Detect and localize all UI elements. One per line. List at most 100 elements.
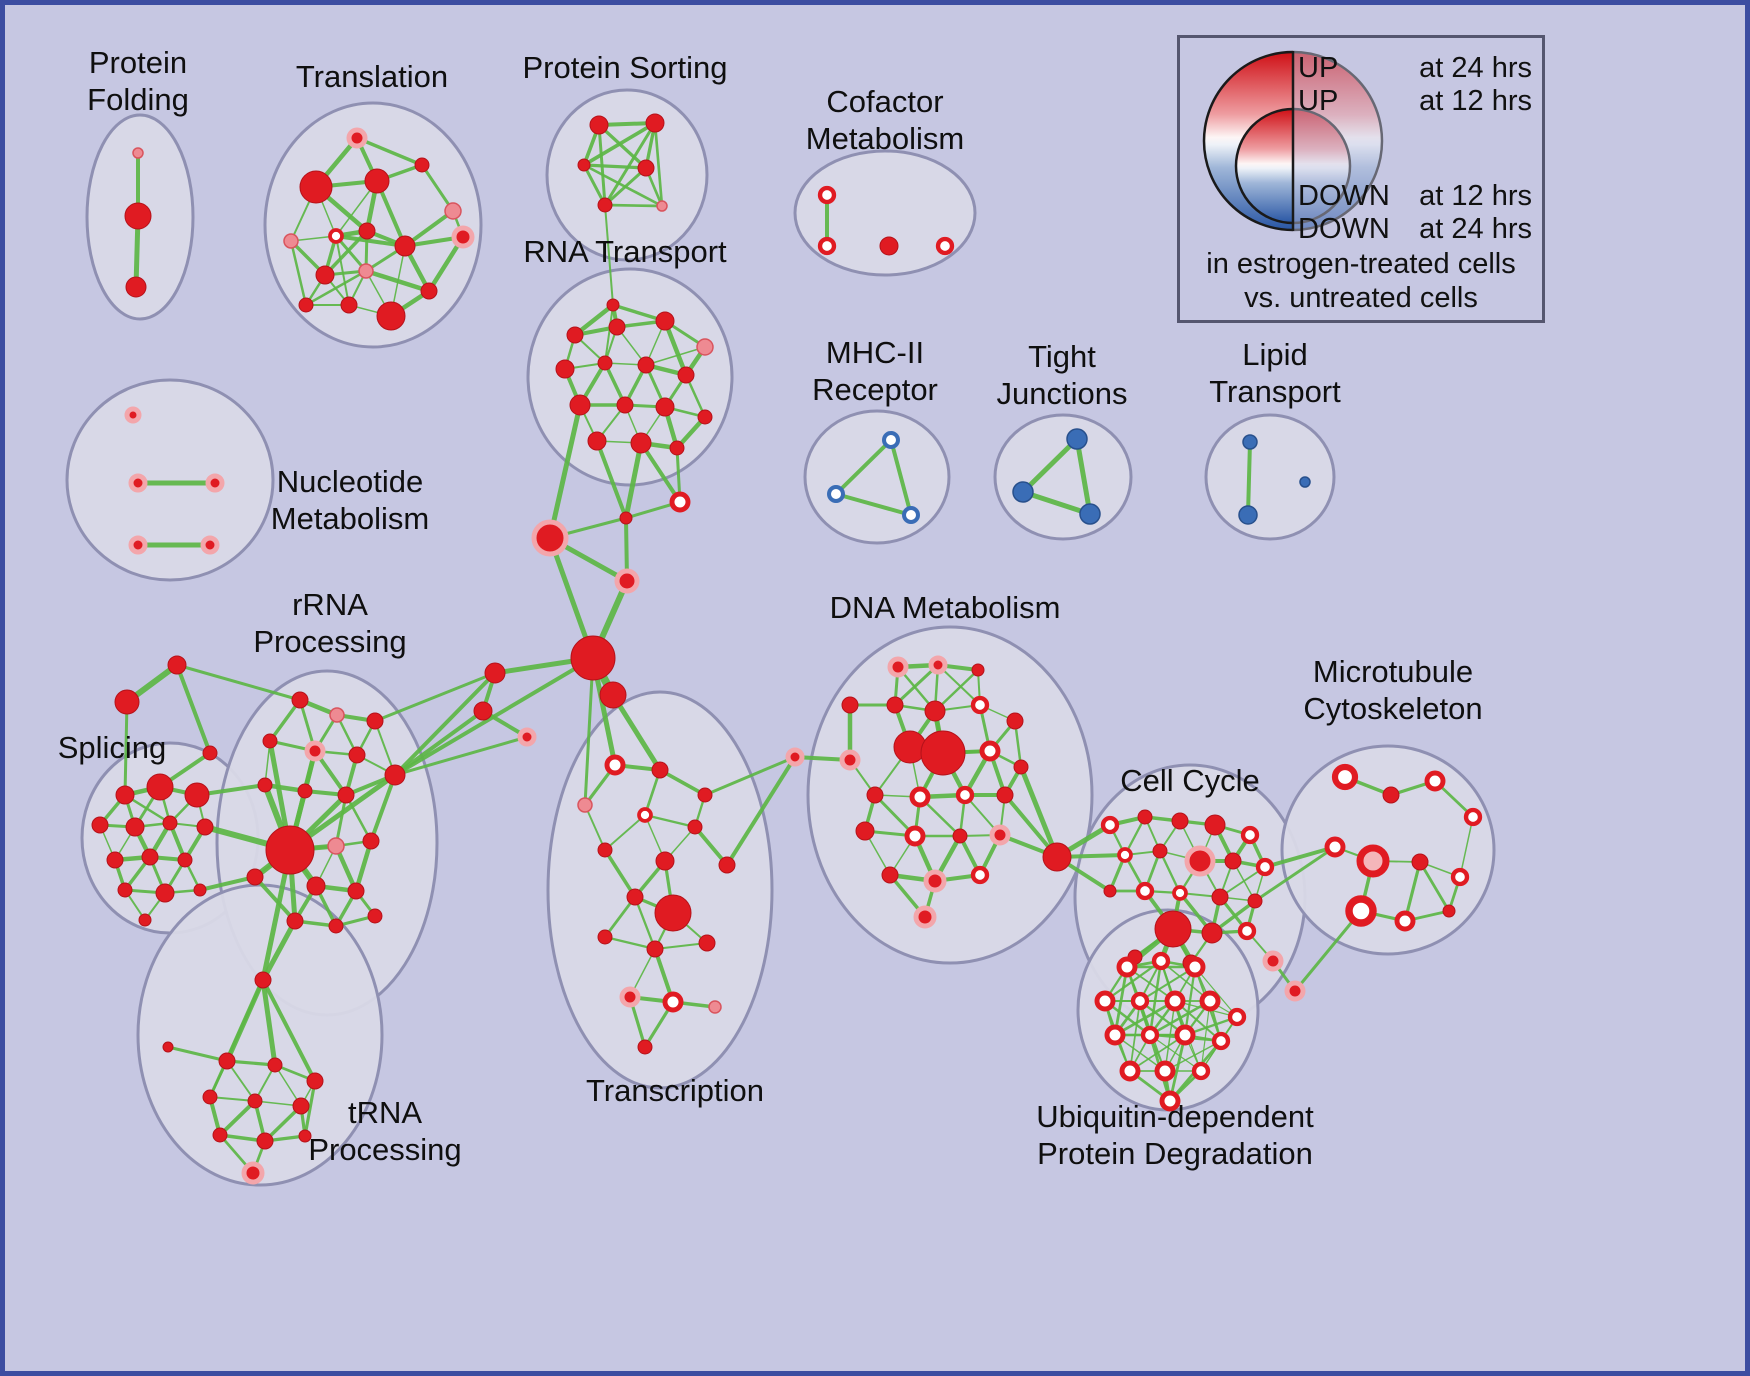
node-ring bbox=[909, 786, 931, 808]
node-ring bbox=[1154, 1060, 1176, 1082]
edge bbox=[393, 671, 497, 777]
node-red bbox=[1442, 904, 1456, 918]
cluster-label-translation: Translation bbox=[296, 59, 448, 94]
node-bluering bbox=[902, 506, 920, 524]
node-red bbox=[566, 326, 584, 344]
node-halo bbox=[517, 727, 537, 747]
node-red bbox=[162, 815, 178, 831]
node-red bbox=[298, 1129, 312, 1143]
edge bbox=[1164, 1040, 1222, 1072]
cluster-label-tight-junctions: Tight bbox=[1028, 339, 1096, 374]
node-ring bbox=[1240, 825, 1260, 845]
node-ring bbox=[1135, 881, 1155, 901]
node-red bbox=[616, 396, 634, 414]
node-red bbox=[626, 888, 644, 906]
edge bbox=[123, 700, 129, 797]
edge bbox=[937, 664, 981, 706]
node-ring bbox=[817, 185, 837, 205]
legend-time-label: at 24 hrs bbox=[1419, 52, 1532, 84]
node-red bbox=[597, 355, 613, 371]
edge bbox=[289, 239, 308, 307]
node-red bbox=[384, 764, 406, 786]
cluster-ellipse-transcription bbox=[546, 690, 774, 1090]
cluster-label-tight-junctions: Junctions bbox=[997, 376, 1128, 411]
node-ring bbox=[1151, 951, 1171, 971]
legend-dir-label: DOWN bbox=[1298, 180, 1390, 212]
cluster-ellipse-tight-junctions bbox=[993, 413, 1133, 541]
node-red bbox=[646, 940, 664, 958]
node-red bbox=[340, 296, 358, 314]
node-red bbox=[366, 712, 384, 730]
node-red bbox=[286, 912, 304, 930]
node-pink bbox=[444, 202, 462, 220]
node-ring bbox=[328, 228, 344, 244]
node-red bbox=[597, 197, 613, 213]
node-red bbox=[124, 202, 152, 230]
edge bbox=[198, 875, 257, 892]
edge bbox=[582, 163, 648, 170]
edge bbox=[261, 978, 317, 1083]
node-red bbox=[645, 113, 665, 133]
node-blue bbox=[1242, 434, 1258, 450]
edge bbox=[597, 123, 648, 170]
node-red bbox=[394, 235, 416, 257]
edge bbox=[889, 438, 913, 517]
node-ring bbox=[1394, 910, 1416, 932]
node-halo bbox=[619, 986, 641, 1008]
legend-row-up-12: UP at 12 hrs bbox=[1298, 85, 1532, 118]
legend-time-label: at 24 hrs bbox=[1419, 213, 1532, 245]
node-red bbox=[855, 821, 875, 841]
node-red bbox=[114, 689, 140, 715]
edge bbox=[633, 895, 657, 951]
node-ring bbox=[1199, 990, 1221, 1012]
edge bbox=[369, 773, 397, 843]
edge bbox=[218, 1099, 257, 1137]
node-red bbox=[669, 440, 685, 456]
node-ring bbox=[1424, 770, 1446, 792]
edge bbox=[604, 204, 614, 306]
edge bbox=[373, 671, 497, 723]
node-red bbox=[1013, 759, 1029, 775]
node-pink bbox=[656, 200, 668, 212]
node-red bbox=[555, 359, 575, 379]
edge bbox=[1160, 960, 1211, 1002]
node-halo bbox=[928, 655, 948, 675]
legend-dir-label: UP bbox=[1298, 85, 1339, 117]
cluster-label-cell-cycle: Cell Cycle bbox=[1120, 763, 1260, 798]
node-halo bbox=[1184, 845, 1216, 877]
node-red bbox=[193, 883, 207, 897]
legend-footer-line1: in estrogen-treated cells bbox=[1206, 248, 1516, 280]
node-ring bbox=[955, 785, 975, 805]
node-ring bbox=[1227, 1007, 1247, 1027]
node-halo bbox=[241, 1161, 265, 1185]
node-red bbox=[91, 816, 109, 834]
node-red bbox=[162, 1041, 174, 1053]
edge bbox=[1020, 489, 1093, 517]
node-red bbox=[1154, 910, 1192, 948]
edge bbox=[582, 163, 664, 208]
edge bbox=[1113, 999, 1177, 1037]
node-red bbox=[106, 851, 124, 869]
edge bbox=[393, 656, 595, 777]
node-ring bbox=[662, 991, 684, 1013]
node-red bbox=[718, 856, 736, 874]
edge bbox=[1263, 845, 1337, 869]
edge bbox=[654, 942, 708, 950]
edge bbox=[658, 768, 707, 797]
node-red bbox=[177, 852, 193, 868]
cluster-label-microtubule-cytoskeleton: Cytoskeleton bbox=[1303, 691, 1482, 726]
edge bbox=[725, 755, 797, 867]
cluster-label-lipid-transport: Transport bbox=[1209, 374, 1341, 409]
node-halo bbox=[989, 824, 1011, 846]
node-red bbox=[362, 832, 380, 850]
node-red bbox=[637, 1039, 653, 1055]
node-ring bbox=[1104, 1024, 1126, 1046]
edge bbox=[603, 935, 657, 951]
edge bbox=[603, 121, 657, 207]
cluster-label-mhc-ii-receptor: MHC-II bbox=[826, 335, 924, 370]
node-halo bbox=[785, 747, 805, 767]
edge bbox=[175, 663, 302, 702]
node-ring bbox=[1159, 1090, 1181, 1112]
edge bbox=[834, 438, 893, 496]
edge bbox=[420, 163, 455, 213]
